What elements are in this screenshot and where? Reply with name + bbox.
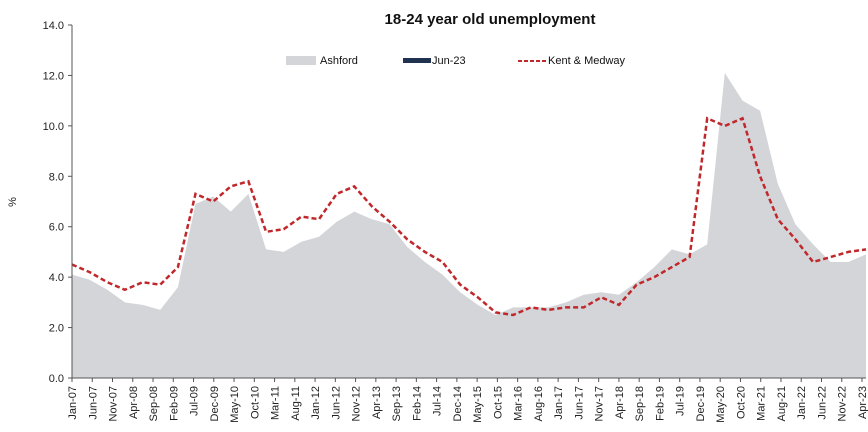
x-tick-label: Oct-10 [249, 386, 261, 419]
legend-label-jun23: Jun-23 [432, 55, 466, 67]
x-tick-label: Apr-23 [857, 386, 868, 419]
x-tick-label: Apr-18 [614, 386, 626, 419]
y-tick-label: 10.0 [43, 121, 64, 133]
y-tick-label: 14.0 [43, 20, 64, 32]
x-tick-label: Oct-15 [492, 386, 504, 419]
x-tick-label: Sep-18 [634, 386, 646, 421]
series-line-kent-medway [71, 116, 867, 317]
y-tick-label: 6.0 [49, 222, 64, 234]
x-tick-label: May-15 [472, 386, 484, 423]
x-tick-label: Aug-16 [533, 386, 545, 421]
x-tick-label: May-10 [229, 386, 241, 423]
x-tick-label: Mar-21 [756, 386, 768, 421]
legend: Ashford Jun-23 Kent & Medway [286, 55, 626, 67]
x-tick-label: Jun-17 [573, 386, 585, 420]
x-tick-label: Sep-08 [148, 386, 160, 421]
x-tick-label: Aug-21 [776, 386, 788, 421]
chart-title: 18-24 year old unemployment [385, 11, 596, 28]
axes: 0.0 2.0 4.0 6.0 8.0 10.0 12.0 14.0 Jan-07 Jun-07 N… [43, 20, 868, 423]
x-tick-label: Nov-07 [108, 386, 120, 421]
x-tick-label: Feb-09 [168, 386, 180, 421]
x-tick-label: May-20 [715, 386, 727, 423]
x-tick-label: Feb-14 [411, 386, 423, 421]
x-tick-label: Dec-14 [452, 386, 464, 421]
y-tick-label: 0.0 [49, 373, 64, 385]
x-tick-label: Nov-22 [837, 386, 849, 421]
x-tick-label: Jan-22 [796, 386, 808, 420]
x-tick-label: Jun-12 [330, 386, 342, 420]
legend-label-kent-medway: Kent & Medway [548, 55, 626, 67]
y-tick-label: 4.0 [49, 272, 64, 284]
x-tick-label: Jan-17 [553, 386, 565, 420]
x-tick-label: Feb-19 [654, 386, 666, 421]
x-tick-label: Nov-12 [351, 386, 363, 421]
x-tick-label: Mar-11 [270, 386, 282, 420]
x-tick-label: Dec-09 [209, 386, 221, 421]
legend-swatch-ashford [286, 56, 316, 65]
x-tick-label: Aug-11 [290, 386, 302, 421]
legend-swatch-jun23 [403, 58, 431, 63]
series-area-ashford [72, 72, 866, 379]
x-tick-label: Nov-17 [594, 386, 606, 421]
x-tick-label: Jun-22 [817, 386, 829, 420]
x-tick-label: Jul-14 [432, 386, 444, 416]
plot-area [71, 72, 867, 379]
x-tick-label: Jun-07 [87, 386, 99, 420]
x-tick-label: Jan-07 [67, 386, 79, 420]
legend-label-ashford: Ashford [320, 55, 358, 67]
y-tick-label: 8.0 [49, 171, 64, 183]
y-tick-label: 12.0 [43, 70, 64, 82]
x-tick-label: Dec-19 [695, 386, 707, 421]
x-tick-label: Jul-09 [189, 386, 201, 416]
y-tick-label: 2.0 [49, 323, 64, 335]
x-tick-label: Apr-08 [128, 386, 140, 419]
x-tick-label: Jul-19 [675, 386, 687, 416]
x-tick-label: Jan-12 [310, 386, 322, 420]
x-tick-label: Apr-13 [371, 386, 383, 419]
x-tick-label: Sep-13 [391, 386, 403, 421]
y-axis-label: % [7, 197, 19, 207]
x-tick-label: Oct-20 [736, 386, 748, 419]
x-tick-label: Mar-16 [513, 386, 525, 421]
